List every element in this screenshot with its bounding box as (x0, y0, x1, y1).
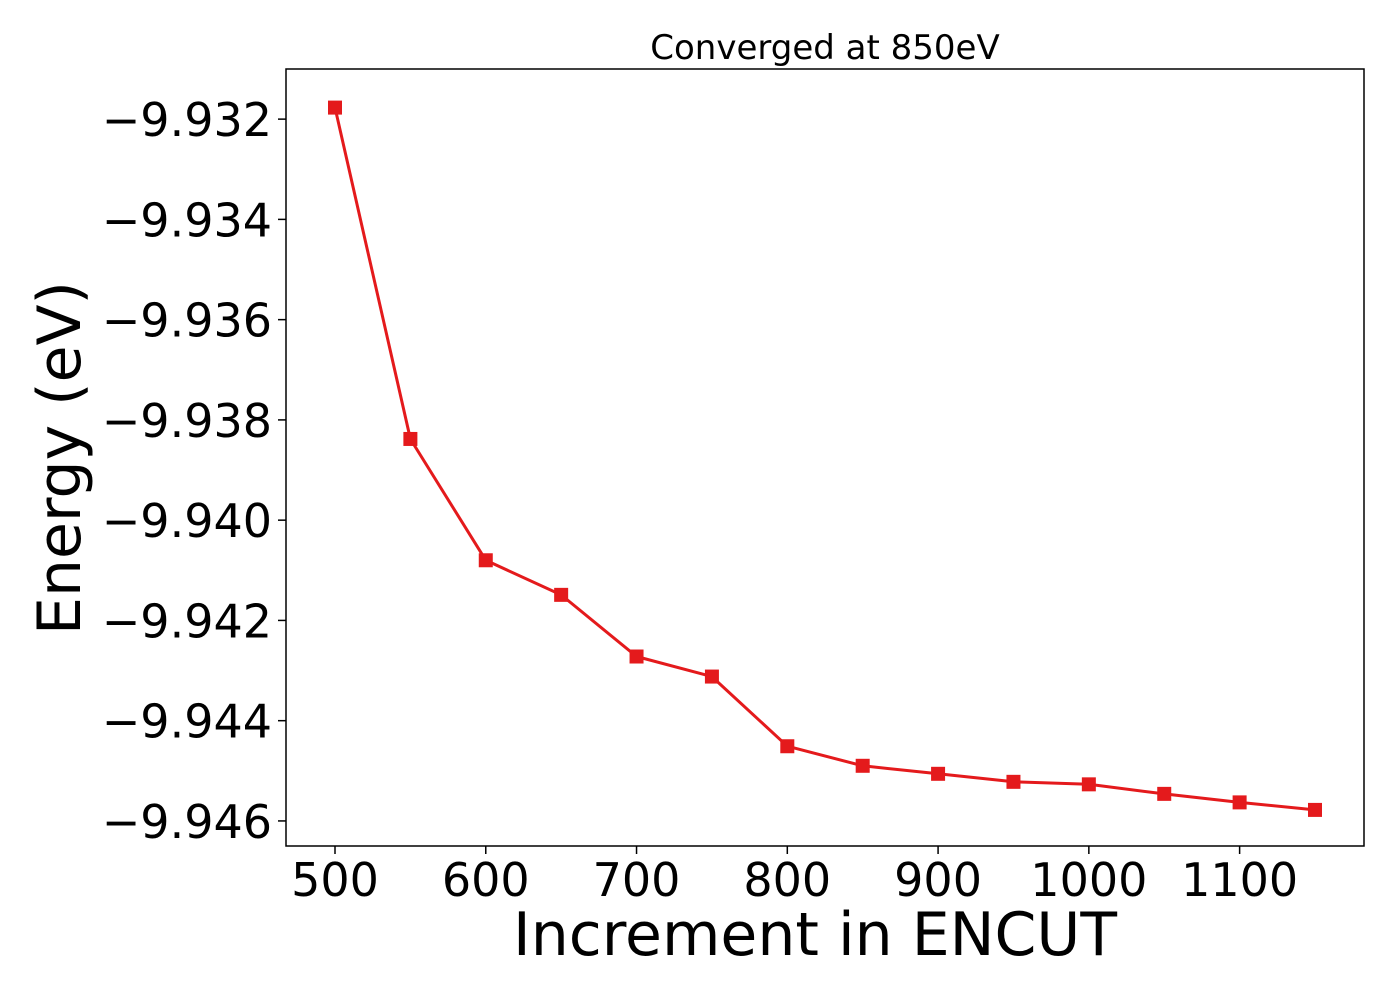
data-point-marker (855, 758, 870, 773)
x-tick-label: 600 (442, 853, 530, 907)
y-tick-label: −9.944 (102, 695, 272, 749)
data-point-marker (403, 431, 418, 446)
y-axis-label: Energy (eV) (25, 281, 95, 635)
data-point-marker (1157, 786, 1172, 801)
x-tick-label: 700 (593, 853, 681, 907)
data-point-marker (704, 669, 719, 684)
y-tick-label: −9.936 (102, 294, 272, 348)
data-point-marker (478, 553, 493, 568)
data-point-marker (1308, 802, 1322, 817)
data-point-marker (1006, 774, 1021, 789)
y-tick-label: −9.934 (102, 193, 272, 247)
data-point-marker (554, 587, 569, 602)
data-point-marker (780, 739, 795, 754)
data-point-marker (328, 100, 342, 115)
x-tick-label: 800 (743, 853, 831, 907)
x-axis-label: Increment in ENCUT (513, 900, 1117, 970)
x-tick-label: 500 (291, 853, 379, 907)
y-tick-label: −9.946 (102, 795, 272, 849)
data-point-marker (931, 766, 946, 781)
x-tick-label: 1000 (1030, 853, 1147, 907)
data-point-marker (1081, 777, 1096, 792)
data-point-marker (629, 649, 644, 664)
x-tick-label: 900 (894, 853, 982, 907)
x-axis-ticks: 500 600 700 800 900 1000 1100 (291, 846, 1298, 907)
x-tick-label: 1100 (1181, 853, 1298, 907)
y-axis-ticks: −9.932 −9.934 −9.936 −9.938 −9.940 −9.942 −9.9… (102, 93, 286, 849)
y-tick-label: −9.932 (102, 93, 272, 147)
data-point-marker (1232, 795, 1247, 810)
y-tick-label: −9.938 (102, 394, 272, 448)
y-tick-label: −9.942 (102, 594, 272, 648)
chart-title: Converged at 850eV (650, 28, 999, 68)
plot-frame (285, 68, 1365, 847)
energy-series-markers (328, 100, 1322, 817)
energy-series-line (333, 107, 1316, 812)
y-tick-label: −9.940 (102, 494, 272, 548)
